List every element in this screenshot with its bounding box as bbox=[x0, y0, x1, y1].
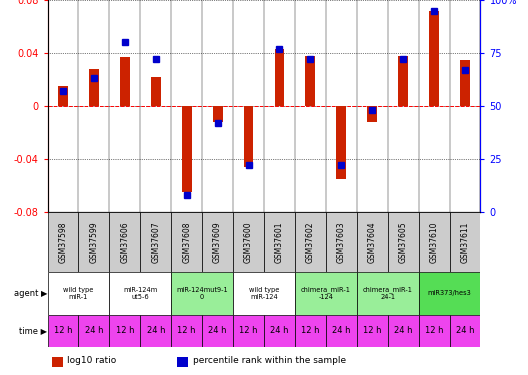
Bar bbox=[305, 56, 315, 106]
Text: 24 h: 24 h bbox=[332, 326, 351, 335]
Text: GSM37602: GSM37602 bbox=[306, 221, 315, 262]
Bar bbox=[460, 60, 470, 106]
Bar bbox=[171, 315, 202, 347]
Bar bbox=[48, 212, 79, 272]
Bar bbox=[202, 315, 233, 347]
Bar bbox=[171, 272, 233, 315]
Text: percentile rank within the sample: percentile rank within the sample bbox=[193, 356, 346, 365]
Bar bbox=[243, 106, 253, 167]
Text: chimera_miR-1
24-1: chimera_miR-1 24-1 bbox=[363, 286, 413, 300]
Bar bbox=[326, 212, 357, 272]
Text: GSM37608: GSM37608 bbox=[182, 221, 191, 262]
Text: wild type
miR-1: wild type miR-1 bbox=[63, 287, 93, 300]
Bar bbox=[419, 272, 480, 315]
Bar bbox=[213, 106, 223, 122]
Bar bbox=[336, 106, 346, 179]
Bar bbox=[182, 106, 192, 192]
Bar bbox=[89, 69, 99, 106]
Bar bbox=[419, 315, 449, 347]
Bar bbox=[79, 212, 109, 272]
Bar bbox=[120, 57, 130, 106]
Text: 24 h: 24 h bbox=[84, 326, 103, 335]
Text: miR373/hes3: miR373/hes3 bbox=[428, 290, 472, 296]
Text: 24 h: 24 h bbox=[456, 326, 474, 335]
Text: 12 h: 12 h bbox=[177, 326, 196, 335]
Text: 12 h: 12 h bbox=[301, 326, 319, 335]
Bar bbox=[264, 212, 295, 272]
Bar bbox=[109, 272, 171, 315]
Bar bbox=[398, 56, 408, 106]
Text: 12 h: 12 h bbox=[363, 326, 382, 335]
Bar bbox=[177, 357, 188, 367]
Bar bbox=[367, 106, 377, 122]
Text: 24 h: 24 h bbox=[146, 326, 165, 335]
Text: 12 h: 12 h bbox=[425, 326, 444, 335]
Bar bbox=[295, 212, 326, 272]
Bar bbox=[233, 212, 264, 272]
Bar bbox=[357, 315, 388, 347]
Bar bbox=[151, 77, 161, 106]
Text: GSM37611: GSM37611 bbox=[460, 221, 469, 262]
Text: GSM37604: GSM37604 bbox=[367, 221, 377, 262]
Text: GSM37609: GSM37609 bbox=[213, 221, 222, 262]
Text: GSM37599: GSM37599 bbox=[89, 221, 98, 262]
Bar bbox=[233, 272, 295, 315]
Bar bbox=[52, 357, 63, 367]
Bar bbox=[275, 49, 285, 106]
Bar bbox=[295, 272, 357, 315]
Bar bbox=[326, 315, 357, 347]
Bar bbox=[264, 315, 295, 347]
Text: wild type
miR-124: wild type miR-124 bbox=[249, 287, 279, 300]
Text: GSM37600: GSM37600 bbox=[244, 221, 253, 262]
Bar bbox=[233, 315, 264, 347]
Text: GSM37607: GSM37607 bbox=[151, 221, 161, 262]
Text: time ▶: time ▶ bbox=[20, 326, 48, 335]
Bar bbox=[449, 212, 480, 272]
Bar bbox=[48, 315, 79, 347]
Bar bbox=[449, 315, 480, 347]
Text: 24 h: 24 h bbox=[209, 326, 227, 335]
Text: GSM37606: GSM37606 bbox=[120, 221, 129, 262]
Bar bbox=[58, 86, 68, 106]
Text: miR-124m
ut5-6: miR-124m ut5-6 bbox=[123, 287, 157, 300]
Text: 12 h: 12 h bbox=[239, 326, 258, 335]
Bar bbox=[48, 272, 109, 315]
Bar bbox=[109, 212, 140, 272]
Bar bbox=[79, 315, 109, 347]
Bar bbox=[140, 212, 171, 272]
Text: 24 h: 24 h bbox=[394, 326, 412, 335]
Text: 24 h: 24 h bbox=[270, 326, 289, 335]
Text: GSM37610: GSM37610 bbox=[430, 221, 439, 262]
Bar bbox=[109, 315, 140, 347]
Bar bbox=[419, 212, 449, 272]
Bar bbox=[357, 212, 388, 272]
Text: log10 ratio: log10 ratio bbox=[67, 356, 116, 365]
Bar bbox=[171, 212, 202, 272]
Bar bbox=[357, 272, 419, 315]
Bar bbox=[140, 315, 171, 347]
Text: 12 h: 12 h bbox=[54, 326, 72, 335]
Bar bbox=[429, 10, 439, 106]
Text: agent ▶: agent ▶ bbox=[14, 289, 48, 298]
Text: GSM37601: GSM37601 bbox=[275, 221, 284, 262]
Text: GSM37603: GSM37603 bbox=[337, 221, 346, 262]
Text: GSM37605: GSM37605 bbox=[399, 221, 408, 262]
Bar bbox=[388, 315, 419, 347]
Text: GSM37598: GSM37598 bbox=[59, 221, 68, 262]
Bar bbox=[295, 315, 326, 347]
Text: chimera_miR-1
-124: chimera_miR-1 -124 bbox=[301, 286, 351, 300]
Bar bbox=[202, 212, 233, 272]
Bar bbox=[388, 212, 419, 272]
Text: miR-124mut9-1
0: miR-124mut9-1 0 bbox=[176, 287, 228, 300]
Text: 12 h: 12 h bbox=[116, 326, 134, 335]
